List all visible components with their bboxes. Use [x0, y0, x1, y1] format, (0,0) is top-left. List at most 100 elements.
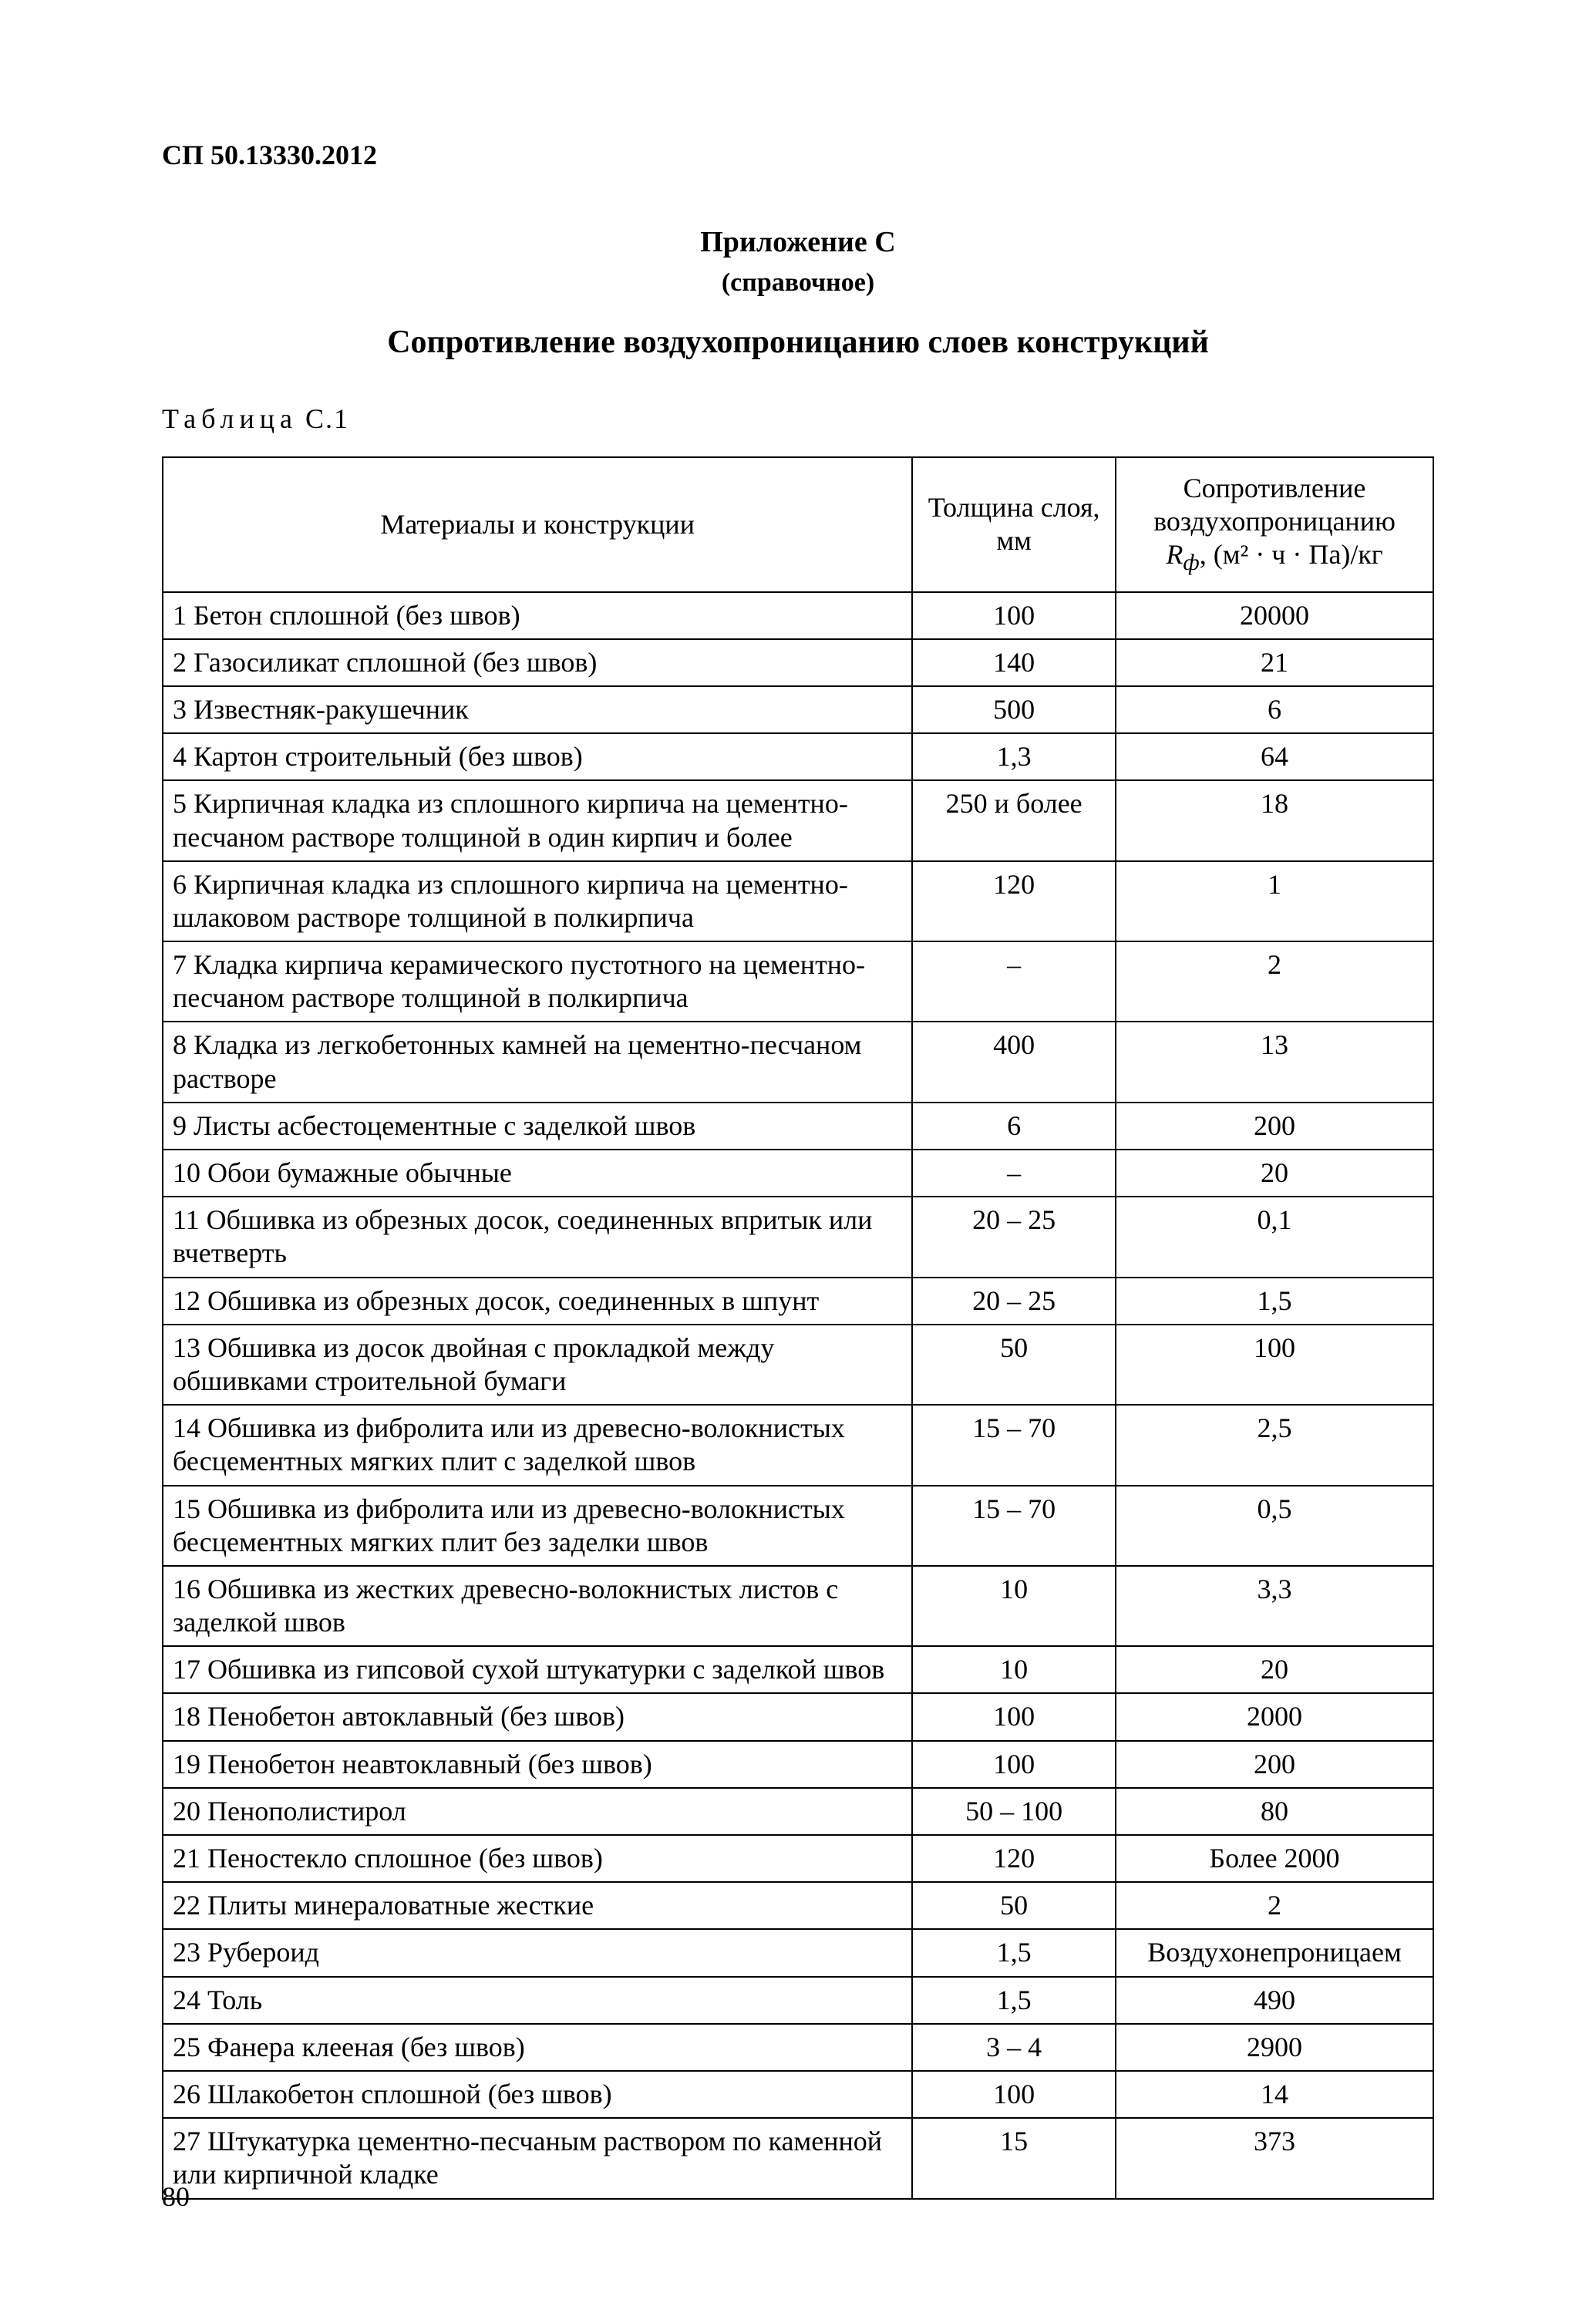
table-row: 7 Кладка кирпича керамического пустотног…: [163, 941, 1433, 1022]
cell-thickness: –: [912, 941, 1116, 1022]
reference-label: (справочное): [162, 268, 1434, 298]
table-row: 12 Обшивка из обрезных досок, соединенны…: [163, 1278, 1433, 1325]
col-header-material: Материалы и конструкции: [163, 457, 912, 592]
cell-material: 1 Бетон сплошной (без швов): [163, 592, 912, 639]
materials-table: Материалы и конструкции Толщина слоя, мм…: [162, 456, 1434, 2200]
cell-material: 24 Толь: [163, 1977, 912, 2024]
cell-thickness: 100: [912, 2071, 1116, 2118]
cell-thickness: 1,5: [912, 1977, 1116, 2024]
cell-thickness: 100: [912, 1693, 1116, 1740]
col-header-resistance: Сопротивление воздухопроницанию Rф, (м² …: [1116, 457, 1433, 592]
cell-resistance: 64: [1116, 733, 1433, 780]
table-row: 14 Обшивка из фибролита или из древесно-…: [163, 1405, 1433, 1485]
cell-resistance: 2000: [1116, 1693, 1433, 1740]
cell-material: 7 Кладка кирпича керамического пустотног…: [163, 941, 912, 1022]
cell-thickness: 400: [912, 1022, 1116, 1102]
cell-material: 27 Штукатурка цементно-песчаным растворо…: [163, 2118, 912, 2198]
col-header-resistance-line1: Сопротивление воздухопроницанию: [1153, 473, 1396, 537]
table-row: 3 Известняк-ракушечник5006: [163, 686, 1433, 733]
cell-resistance: 20: [1116, 1646, 1433, 1693]
table-row: 8 Кладка из легкобетонных камней на цеме…: [163, 1022, 1433, 1102]
cell-material: 17 Обшивка из гипсовой сухой штукатурки …: [163, 1646, 912, 1693]
table-caption-word: Таблица: [162, 403, 298, 434]
table-row: 15 Обшивка из фибролита или из древесно-…: [163, 1486, 1433, 1566]
table-row: 21 Пеностекло сплошное (без швов)120Боле…: [163, 1835, 1433, 1882]
cell-material: 13 Обшивка из досок двойная с прокладкой…: [163, 1325, 912, 1405]
table-row: 19 Пенобетон неавтоклавный (без швов)100…: [163, 1741, 1433, 1788]
cell-resistance: 1,5: [1116, 1278, 1433, 1325]
cell-material: 22 Плиты минераловатные жесткие: [163, 1882, 912, 1929]
table-row: 2 Газосиликат сплошной (без швов)14021: [163, 639, 1433, 686]
table-row: 24 Толь1,5490: [163, 1977, 1433, 2024]
cell-thickness: 100: [912, 592, 1116, 639]
cell-thickness: 15: [912, 2118, 1116, 2198]
cell-thickness: 250 и более: [912, 780, 1116, 860]
table-row: 25 Фанера клееная (без швов)3 – 42900: [163, 2024, 1433, 2071]
cell-resistance: 200: [1116, 1741, 1433, 1788]
document-code: СП 50.13330.2012: [162, 139, 1434, 171]
table-caption: ТаблицаС.1: [162, 402, 1434, 435]
table-row: 13 Обшивка из досок двойная с прокладкой…: [163, 1325, 1433, 1405]
cell-thickness: 50: [912, 1325, 1116, 1405]
cell-thickness: 500: [912, 686, 1116, 733]
page-number: 80: [162, 2180, 190, 2213]
table-row: 20 Пенополистирол50 – 10080: [163, 1788, 1433, 1835]
cell-material: 12 Обшивка из обрезных досок, соединенны…: [163, 1278, 912, 1325]
cell-material: 3 Известняк-ракушечник: [163, 686, 912, 733]
cell-thickness: 10: [912, 1646, 1116, 1693]
cell-thickness: 100: [912, 1741, 1116, 1788]
cell-material: 4 Картон строительный (без швов): [163, 733, 912, 780]
cell-thickness: –: [912, 1150, 1116, 1197]
cell-resistance: 2: [1116, 941, 1433, 1022]
cell-material: 23 Рубероид: [163, 1929, 912, 1976]
cell-material: 18 Пенобетон автоклавный (без швов): [163, 1693, 912, 1740]
cell-resistance: 14: [1116, 2071, 1433, 2118]
cell-material: 16 Обшивка из жестких древесно-волокнист…: [163, 1566, 912, 1646]
section-heading: Сопротивление воздухопроницанию слоев ко…: [162, 324, 1434, 361]
cell-material: 15 Обшивка из фибролита или из древесно-…: [163, 1486, 912, 1566]
table-row: 11 Обшивка из обрезных досок, соединенны…: [163, 1197, 1433, 1277]
table-row: 4 Картон строительный (без швов)1,364: [163, 733, 1433, 780]
cell-thickness: 120: [912, 1835, 1116, 1882]
table-caption-number: С.1: [305, 403, 349, 434]
table-body: 1 Бетон сплошной (без швов)100200002 Газ…: [163, 592, 1433, 2199]
col-header-resistance-symbol: Rф: [1166, 539, 1199, 570]
cell-resistance: 100: [1116, 1325, 1433, 1405]
cell-resistance: 20: [1116, 1150, 1433, 1197]
cell-material: 5 Кирпичная кладка из сплошного кирпича …: [163, 780, 912, 860]
cell-thickness: 20 – 25: [912, 1197, 1116, 1277]
cell-material: 6 Кирпичная кладка из сплошного кирпича …: [163, 861, 912, 941]
table-row: 17 Обшивка из гипсовой сухой штукатурки …: [163, 1646, 1433, 1693]
table-row: 10 Обои бумажные обычные–20: [163, 1150, 1433, 1197]
cell-material: 26 Шлакобетон сплошной (без швов): [163, 2071, 912, 2118]
cell-resistance: 2900: [1116, 2024, 1433, 2071]
cell-thickness: 50: [912, 1882, 1116, 1929]
appendix-label: Приложение С: [162, 225, 1434, 259]
table-row: 5 Кирпичная кладка из сплошного кирпича …: [163, 780, 1433, 860]
cell-material: 8 Кладка из легкобетонных камней на цеме…: [163, 1022, 912, 1102]
cell-resistance: 490: [1116, 1977, 1433, 2024]
cell-material: 21 Пеностекло сплошное (без швов): [163, 1835, 912, 1882]
cell-thickness: 3 – 4: [912, 2024, 1116, 2071]
cell-resistance: 3,3: [1116, 1566, 1433, 1646]
cell-resistance: 1: [1116, 861, 1433, 941]
cell-resistance: 2: [1116, 1882, 1433, 1929]
col-header-resistance-units: , (м² · ч · Па)/кг: [1200, 539, 1383, 570]
cell-thickness: 140: [912, 639, 1116, 686]
cell-thickness: 15 – 70: [912, 1486, 1116, 1566]
table-header-row: Материалы и конструкции Толщина слоя, мм…: [163, 457, 1433, 592]
col-header-thickness: Толщина слоя, мм: [912, 457, 1116, 592]
cell-material: 19 Пенобетон неавтоклавный (без швов): [163, 1741, 912, 1788]
table-row: 6 Кирпичная кладка из сплошного кирпича …: [163, 861, 1433, 941]
cell-resistance: 13: [1116, 1022, 1433, 1102]
cell-material: 9 Листы асбестоцементные с заделкой швов: [163, 1103, 912, 1150]
cell-material: 20 Пенополистирол: [163, 1788, 912, 1835]
cell-material: 10 Обои бумажные обычные: [163, 1150, 912, 1197]
table-row: 9 Листы асбестоцементные с заделкой швов…: [163, 1103, 1433, 1150]
cell-resistance: Более 2000: [1116, 1835, 1433, 1882]
cell-thickness: 20 – 25: [912, 1278, 1116, 1325]
table-row: 23 Рубероид1,5Воздухонепроницаем: [163, 1929, 1433, 1976]
cell-resistance: 373: [1116, 2118, 1433, 2198]
cell-material: 11 Обшивка из обрезных досок, соединенны…: [163, 1197, 912, 1277]
cell-thickness: 15 – 70: [912, 1405, 1116, 1485]
